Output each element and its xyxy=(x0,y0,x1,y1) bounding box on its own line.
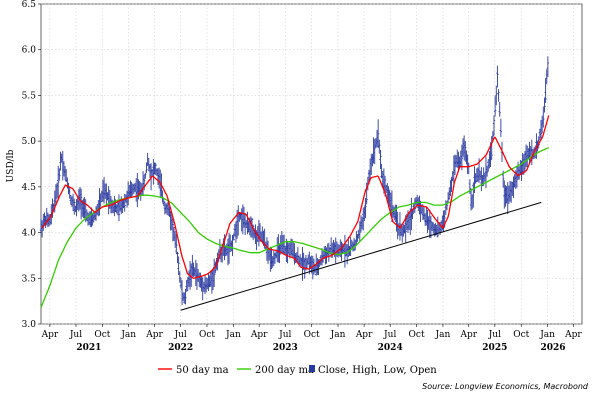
x-tick-label: Jul xyxy=(383,330,396,340)
y-tick-label: 6.5 xyxy=(22,0,37,10)
year-label: 2026 xyxy=(541,343,566,353)
y-axis-label: USD/lb xyxy=(6,149,16,182)
x-tick-label: Jul xyxy=(173,330,186,340)
x-tick-label: Apr xyxy=(250,330,268,340)
y-axis: 3.0 3.5 4.0 4.5 5.0 5.5 6.0 6.5 xyxy=(22,0,41,330)
x-tick-label: Apr xyxy=(459,330,477,340)
y-tick-label: 3.0 xyxy=(22,320,37,330)
x-tick-label: Oct xyxy=(304,330,320,340)
y-tick-label: 4.0 xyxy=(22,229,37,239)
ma-lines xyxy=(40,115,550,308)
x-tick-label: Apr xyxy=(355,330,373,340)
x-tick-label: Jul xyxy=(278,330,291,340)
legend-label-50dma: 50 day ma xyxy=(176,365,229,376)
x-tick-label: Jan xyxy=(120,330,136,340)
legend-label-ohlc: Close, High, Low, Open xyxy=(318,365,437,376)
x-tick-label: Jan xyxy=(330,330,346,340)
year-label: 2025 xyxy=(482,343,507,353)
y-tick-label: 3.5 xyxy=(22,274,37,284)
x-tick-label: Oct xyxy=(199,330,215,340)
year-label: 2021 xyxy=(76,343,101,353)
y-tick-label: 4.5 xyxy=(22,183,37,193)
y-tick-label: 6.0 xyxy=(22,46,37,56)
trendline-group xyxy=(180,201,542,311)
y-tick-label: 5.0 xyxy=(22,137,37,147)
legend-swatch-ohlc xyxy=(309,365,315,372)
gridlines xyxy=(41,3,582,325)
50-day-ma-line xyxy=(41,115,550,279)
x-axis: Apr Jul Oct Jan Apr Jul Oct Jan Apr Jul Oct Jan Apr J… xyxy=(41,324,582,353)
year-label: 2023 xyxy=(273,343,298,353)
x-tick-label: Jul xyxy=(69,330,82,340)
legend: 50 day ma 200 day ma Close, High, Low, O… xyxy=(158,365,437,376)
x-tick-label: Oct xyxy=(513,330,529,340)
source-note: Source: Longview Economics, Macrobond xyxy=(422,382,589,391)
x-tick-label: Jan xyxy=(539,330,555,340)
legend-label-200dma: 200 day ma xyxy=(255,365,314,376)
plot-area xyxy=(40,3,583,325)
x-tick-label: Oct xyxy=(94,330,110,340)
x-tick-label: Apr xyxy=(41,330,59,340)
x-tick-label: Oct xyxy=(409,330,425,340)
y-tick-label: 5.5 xyxy=(22,91,37,101)
x-tick-label: Jul xyxy=(488,330,501,340)
x-tick-label: Jan xyxy=(435,330,451,340)
year-label: 2022 xyxy=(168,343,193,353)
x-tick-label: Apr xyxy=(145,330,163,340)
support-trendline xyxy=(180,201,542,311)
year-label: 2024 xyxy=(378,343,403,353)
x-tick-label: Apr xyxy=(564,330,582,340)
x-tick-label: Jan xyxy=(225,330,241,340)
